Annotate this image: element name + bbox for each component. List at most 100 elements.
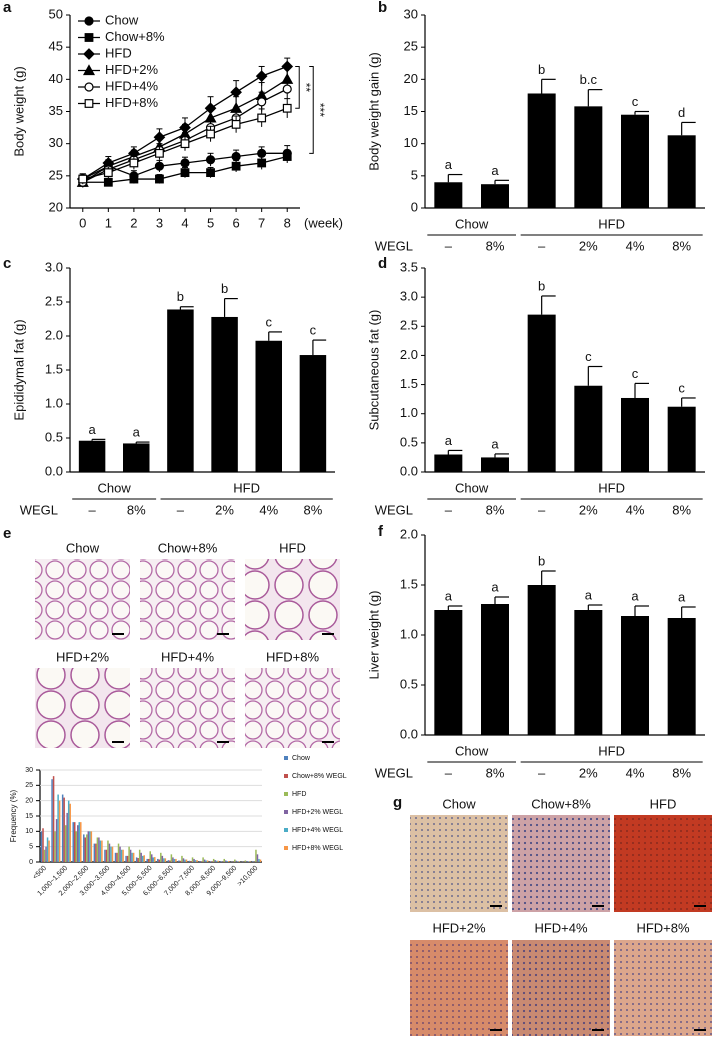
- legend-swatch: [284, 792, 288, 796]
- bar: [434, 610, 463, 735]
- bar: [75, 831, 77, 862]
- bar: [175, 858, 177, 862]
- significance-letter: a: [445, 157, 453, 172]
- bar: [214, 860, 216, 862]
- bar: [220, 861, 222, 862]
- significance-letter: a: [678, 589, 686, 604]
- panel-label: b: [378, 0, 387, 16]
- legend-label: Chow+8%: [105, 29, 165, 44]
- marker: [129, 158, 139, 168]
- bar: [299, 355, 327, 472]
- bar: [104, 849, 106, 862]
- bar: [225, 860, 227, 862]
- bar: [184, 859, 186, 862]
- significance-letter: d: [678, 105, 685, 120]
- marker: [282, 84, 292, 94]
- marker: [255, 70, 268, 82]
- bar: [212, 858, 215, 862]
- y-tick-label: 20: [49, 199, 63, 214]
- row-label: WEGL: [375, 765, 413, 780]
- marker: [155, 174, 164, 184]
- bar: [574, 610, 603, 735]
- bar: [107, 840, 109, 862]
- group-label: Chow: [455, 743, 489, 758]
- significance-letter: a: [631, 588, 639, 603]
- bar: [80, 822, 82, 862]
- legend-label: HFD+4% WEGL: [292, 827, 343, 834]
- y-tick-label: 0.0: [400, 463, 418, 478]
- bar: [158, 859, 161, 862]
- bar: [167, 309, 194, 472]
- bar: [621, 616, 649, 735]
- marker: [231, 119, 241, 129]
- bar: [667, 406, 696, 472]
- micrograph: [512, 815, 610, 912]
- significance-letter: a: [491, 436, 499, 451]
- bar: [105, 849, 108, 862]
- marker: [103, 168, 113, 178]
- bar: [181, 855, 183, 862]
- bar: [77, 825, 79, 862]
- x-tick-label: 8%: [304, 502, 323, 517]
- significance-letter: b: [538, 553, 545, 568]
- bar: [178, 860, 180, 862]
- bar: [481, 604, 509, 735]
- bar: [190, 861, 192, 862]
- legend-label: HFD+8% WEGL: [292, 845, 343, 852]
- bar: [119, 846, 121, 862]
- legend-swatch: [284, 756, 288, 760]
- y-axis-label: Liver weight (g): [366, 591, 381, 680]
- x-tick-label: 6: [232, 215, 239, 230]
- bar: [67, 800, 70, 862]
- legend-swatch: [284, 774, 288, 778]
- group-label: HFD: [598, 216, 625, 231]
- bar: [93, 843, 96, 862]
- bar: [73, 822, 76, 862]
- bar: [237, 861, 239, 862]
- micrograph-label: HFD+8%: [636, 920, 690, 935]
- marker: [231, 151, 241, 162]
- significance: ***: [313, 103, 327, 117]
- micrograph-label: HFD+4%: [161, 649, 215, 664]
- x-tick-label: 8%: [127, 502, 146, 517]
- bar: [209, 861, 212, 862]
- significance-letter: b: [538, 278, 545, 293]
- panel-label: c: [3, 255, 11, 272]
- significance-letter: b: [221, 281, 228, 296]
- significance-letter: b: [538, 62, 545, 77]
- panel-label: e: [3, 525, 11, 542]
- marker: [257, 97, 267, 107]
- x-tick-label: 8%: [672, 765, 691, 780]
- x-tick-label: 7: [258, 215, 265, 230]
- micrograph: [140, 559, 235, 640]
- bar: [90, 831, 93, 862]
- y-tick-label: 40: [49, 71, 63, 86]
- bar: [111, 846, 114, 862]
- marker: [84, 82, 94, 92]
- bar: [63, 797, 65, 862]
- legend-label: HFD+4%: [105, 78, 159, 93]
- bar: [255, 340, 282, 472]
- bar: [40, 831, 43, 862]
- legend-label: HFD+2% WEGL: [292, 809, 343, 816]
- y-tick-label: 0: [29, 859, 33, 866]
- x-tick-label: <500: [32, 865, 48, 881]
- group-label: HFD: [598, 743, 625, 758]
- significance-letter: a: [445, 588, 453, 603]
- micrograph: [35, 668, 130, 748]
- y-tick-label: 15: [404, 103, 418, 118]
- bar: [125, 855, 127, 862]
- y-axis-label: Subcutaneous fat (g): [366, 310, 381, 431]
- bar: [84, 837, 87, 862]
- bar: [179, 860, 182, 862]
- micrograph-label: HFD: [279, 540, 306, 555]
- bracket: [295, 65, 300, 109]
- bar: [667, 135, 696, 208]
- legend-label: Chow: [105, 12, 139, 27]
- bar: [151, 854, 153, 862]
- x-tick-label: –: [445, 765, 453, 780]
- y-tick-label: 1.0: [400, 405, 418, 420]
- panel-label: d: [378, 255, 387, 272]
- group-label: Chow: [455, 480, 489, 495]
- bar: [574, 106, 603, 208]
